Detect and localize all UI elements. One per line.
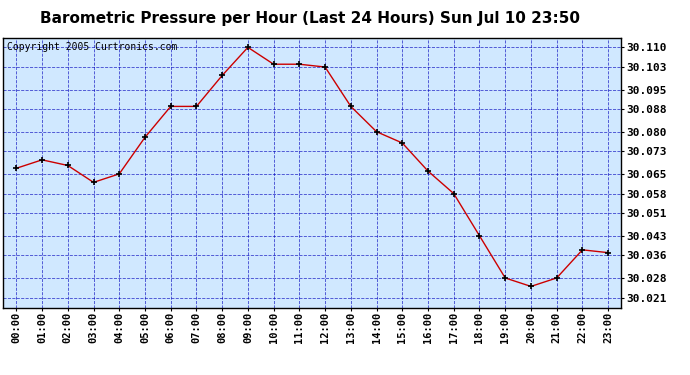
- Text: Barometric Pressure per Hour (Last 24 Hours) Sun Jul 10 23:50: Barometric Pressure per Hour (Last 24 Ho…: [41, 11, 580, 26]
- Text: Copyright 2005 Curtronics.com: Copyright 2005 Curtronics.com: [6, 42, 177, 51]
